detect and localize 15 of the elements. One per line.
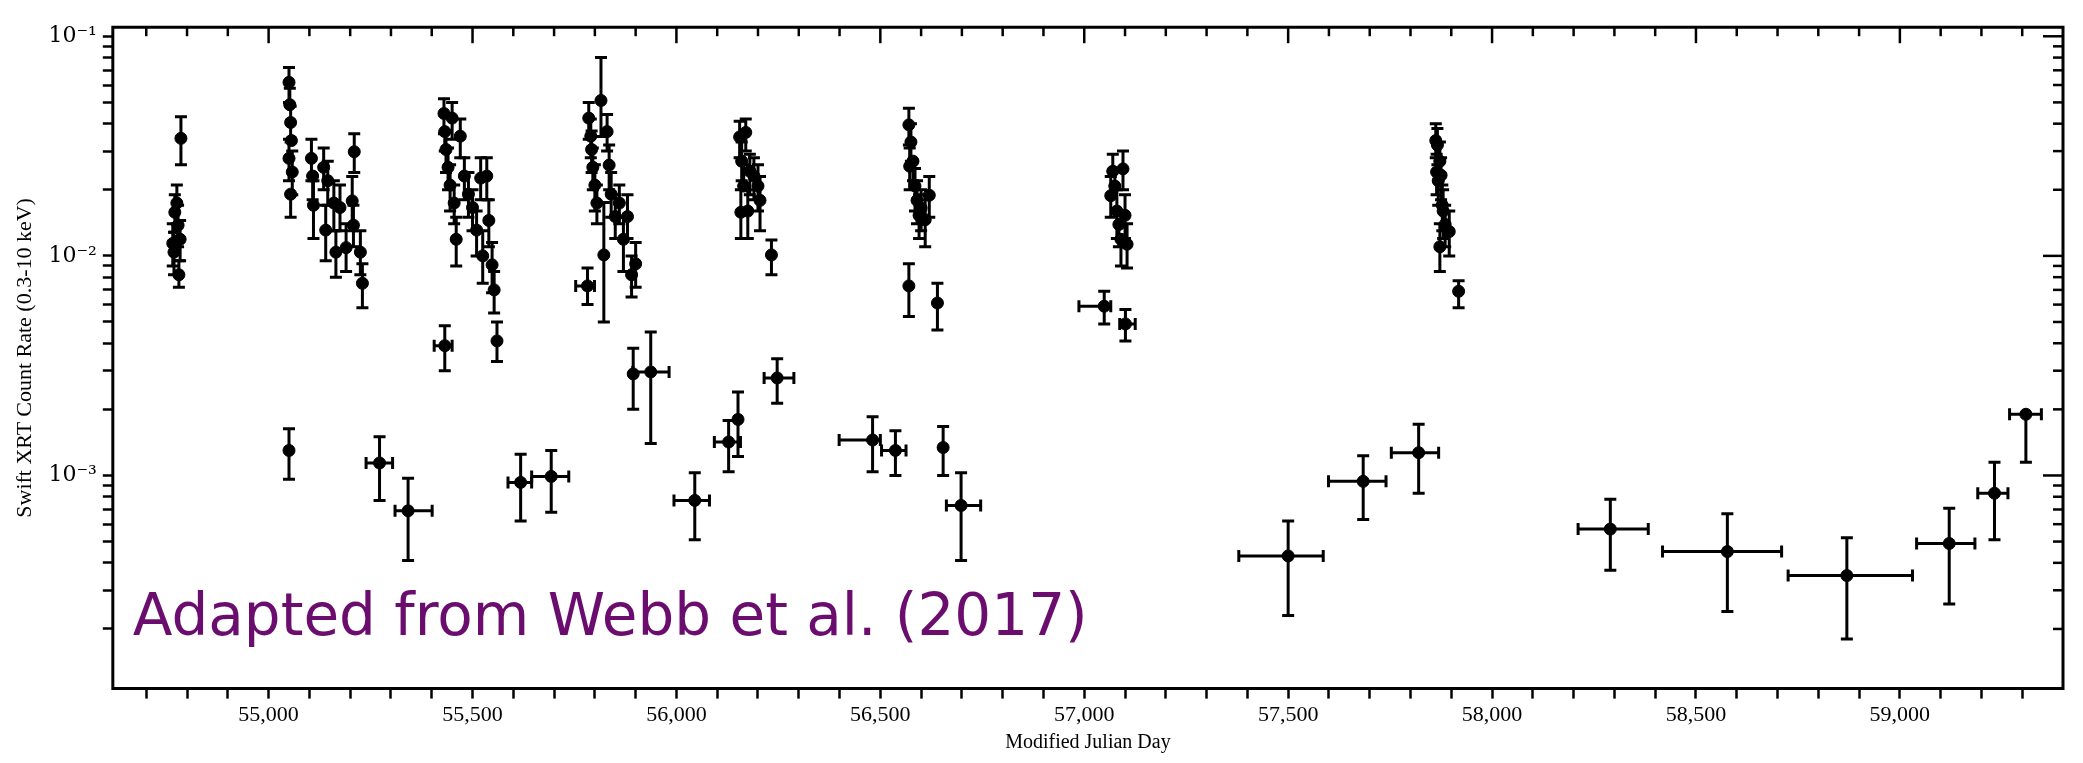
x-tick-label: 56,500: [850, 700, 911, 726]
x-tick-label: 58,500: [1665, 700, 1727, 726]
x-tick-label: 55,500: [442, 700, 503, 726]
x-tick-label: 55,000: [238, 700, 299, 726]
y-tick-label: 10⁻¹: [48, 22, 97, 48]
x-tick-label: 59,000: [1869, 700, 1931, 726]
y-axis-title: Swift XRT Count Rate (0.3-10 keV): [10, 198, 36, 518]
x-tick-label: 56,000: [646, 700, 707, 726]
x-tick-label: 57,500: [1257, 700, 1319, 726]
y-tick-label: 10⁻³: [48, 461, 97, 487]
x-axis-title: Modified Julian Day: [1005, 730, 1171, 754]
x-tick-label: 58,000: [1461, 700, 1523, 726]
annotation: Adapted from Webb et al. (2017): [132, 580, 1088, 649]
y-tick-label: 10⁻²: [48, 241, 97, 267]
x-tick-label: 57,000: [1053, 700, 1115, 726]
